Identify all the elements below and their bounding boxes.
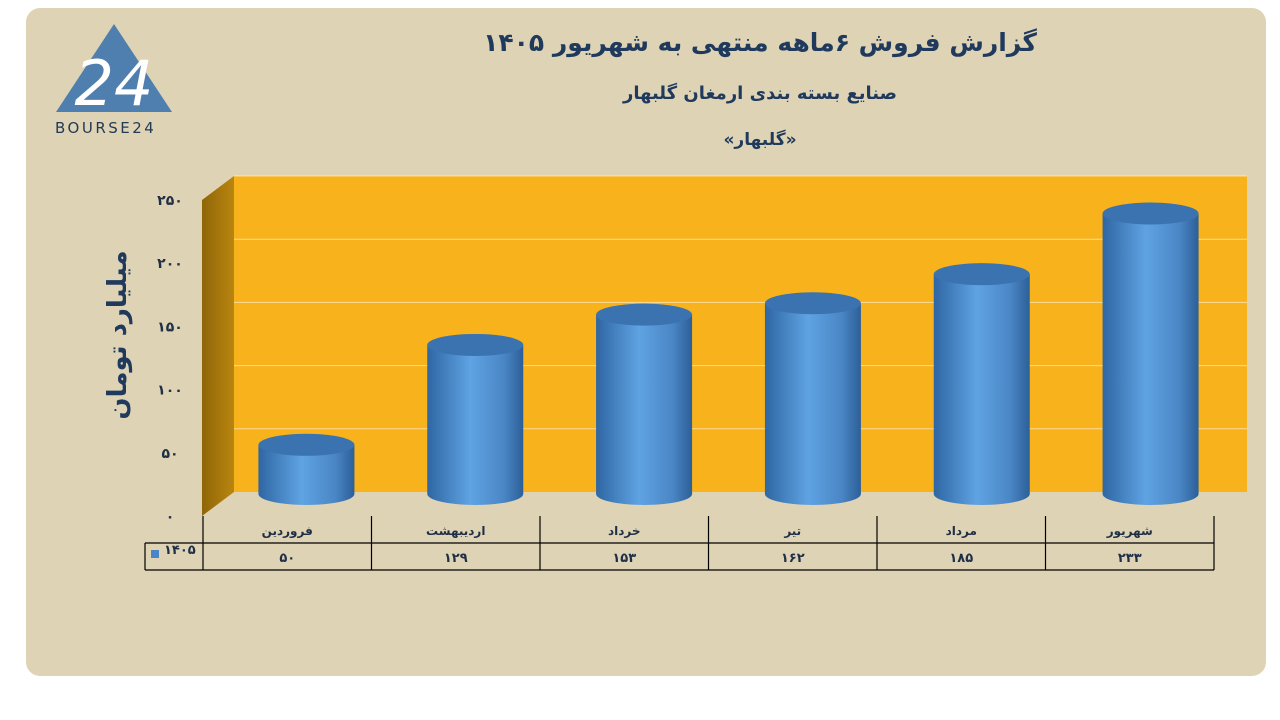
bar [258, 444, 355, 505]
page-subtitle: صنایع بسته بندی ارمغان گلبهار [622, 83, 898, 104]
x-category-label: اردیبهشت [426, 524, 485, 538]
bar [596, 314, 693, 505]
x-category-label: فروردین [262, 524, 313, 539]
x-category-label: تیر [783, 524, 801, 538]
bar-top [1102, 202, 1199, 225]
page-title: گزارش فروش ۶ماهه منتهی به شهریور ۱۴۰۵ [483, 28, 1037, 57]
y-tick-label: ۲۰۰ [157, 256, 183, 272]
x-category-label: مرداد [946, 524, 977, 538]
logo-mark: 24 [75, 47, 154, 120]
legend-series-label: ۱۴۰۵ [164, 543, 196, 558]
x-category-label: شهریور [1106, 524, 1153, 539]
bar [427, 344, 524, 505]
data-label: ۱۵۳ [612, 551, 636, 566]
bar-top [764, 292, 861, 315]
logo-text: BOURSE24 [55, 119, 157, 137]
plot-back-wall [234, 176, 1247, 492]
data-label: ۵۰ [279, 551, 295, 566]
plot-side-wall [202, 176, 234, 516]
data-label: ۲۳۳ [1118, 551, 1142, 566]
bar [1102, 213, 1199, 505]
bar-top [933, 263, 1030, 286]
data-label: ۱۶۲ [781, 551, 805, 566]
y-tick-label: ۱۰۰ [157, 383, 183, 399]
company-symbol: «گلبهار» [723, 130, 797, 150]
bar-top [258, 433, 355, 456]
bar [764, 303, 861, 505]
data-label: ۱۸۵ [949, 551, 973, 566]
legend-swatch [151, 550, 159, 558]
x-category-label: خرداد [608, 524, 641, 538]
bar-top [427, 333, 524, 356]
y-tick-label: ۱۵۰ [157, 319, 183, 335]
bourse24-logo-icon: 24 [56, 24, 172, 120]
y-tick-label: ۰ [166, 509, 175, 525]
y-tick-label: ۵۰ [161, 446, 178, 462]
bar [933, 274, 1030, 505]
y-tick-label: ۲۵۰ [157, 193, 183, 209]
data-label: ۱۲۹ [444, 551, 468, 566]
bar-top [596, 303, 693, 326]
